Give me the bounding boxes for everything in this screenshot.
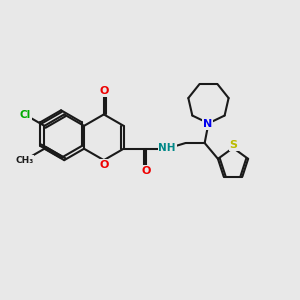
Text: O: O xyxy=(99,86,109,96)
Text: O: O xyxy=(99,160,109,170)
Text: CH₃: CH₃ xyxy=(15,155,33,164)
Text: N: N xyxy=(203,119,212,129)
Text: S: S xyxy=(230,140,238,150)
Text: NH: NH xyxy=(158,143,176,153)
Text: Cl: Cl xyxy=(20,110,31,120)
Text: O: O xyxy=(141,166,151,176)
